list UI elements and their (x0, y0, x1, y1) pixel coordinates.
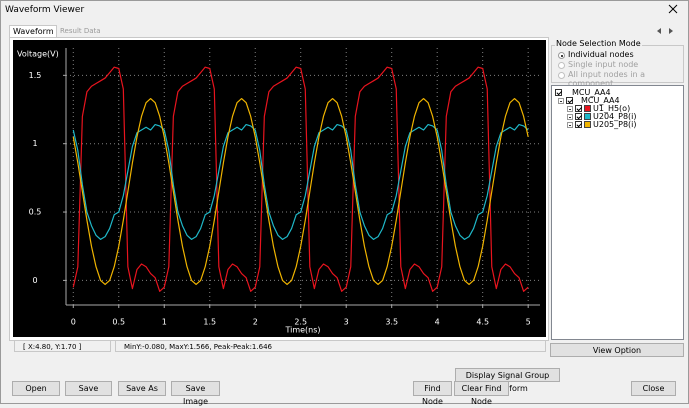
radio[interactable] (558, 52, 565, 59)
x-tick-label: 0 (71, 318, 76, 327)
legend-swatch (584, 121, 591, 128)
x-tick-label: 2.5 (294, 318, 307, 327)
expander[interactable] (567, 114, 573, 120)
x-tick-label: 1.5 (203, 318, 216, 327)
button[interactable]: Display Signal Group Waveform (455, 368, 560, 393)
button[interactable]: Clear Find Node (454, 381, 509, 406)
x-tick-label: 1 (162, 318, 167, 327)
x-axis-label: Time(ns) (284, 326, 320, 335)
checkbox[interactable] (566, 97, 573, 104)
checkbox[interactable] (575, 105, 582, 112)
button[interactable]: Open (12, 381, 60, 396)
radio-label[interactable]: Individual nodes (568, 50, 634, 59)
x-tick-label: 3 (344, 318, 349, 327)
x-tick-label: 4 (435, 318, 440, 327)
tree-root[interactable]: MCU_AA4 (572, 88, 611, 97)
series-line (72, 97, 529, 286)
radio-label[interactable]: All input nodes in a component (568, 70, 645, 88)
legend-swatch (584, 113, 591, 120)
x-tick-label: 0.5 (112, 318, 125, 327)
button[interactable]: Save (65, 381, 112, 396)
legend-swatch (584, 105, 591, 112)
tab-arrows[interactable] (656, 27, 676, 35)
x-tick-label: 4.5 (476, 318, 489, 327)
y-tick-label: 0.5 (29, 208, 42, 217)
y-tick-label: 0 (32, 276, 37, 285)
stats-status: MinY:-0.080, MaxY:1.566, Peak-Peak:1.646 (115, 340, 546, 352)
y-tick-label: 1 (32, 139, 37, 148)
legend-label[interactable]: U204_P8(i) (593, 112, 637, 121)
tree-node[interactable]: MCU_AA4 (581, 96, 620, 105)
window-title: Waveform Viewer (5, 5, 85, 15)
expander[interactable] (567, 106, 573, 112)
node-tree: MCU_AA4 MCU_AA4 U1_H5(o) U204_P8(i) U205_P… (551, 85, 684, 340)
radio[interactable] (558, 62, 565, 69)
legend-label[interactable]: U1_H5(o) (593, 104, 631, 113)
node-selection-group: Individual nodes Single input node All i… (551, 45, 684, 88)
checkbox[interactable] (575, 121, 582, 128)
checkbox[interactable] (575, 113, 582, 120)
y-tick-label: 1.5 (29, 71, 42, 80)
checkbox[interactable] (555, 89, 562, 96)
expander[interactable] (567, 122, 573, 128)
y-axis-label: Voltage(V) (17, 50, 59, 59)
radio-label[interactable]: Single input node (568, 60, 639, 69)
button[interactable]: Find Node (413, 381, 452, 406)
legend-label[interactable]: U205_P8(i) (593, 120, 637, 129)
plot-background (13, 40, 546, 337)
x-tick-label: 3.5 (385, 318, 398, 327)
series-line (72, 123, 529, 240)
radio[interactable] (558, 72, 565, 79)
button[interactable]: Save Image (171, 381, 220, 406)
group-title: Node Selection Mode (555, 39, 642, 48)
series-line (72, 66, 529, 292)
close-icon[interactable] (668, 4, 678, 14)
tab-result-data[interactable]: Result Data (60, 27, 101, 35)
tab-waveform[interactable]: Waveform (9, 25, 57, 37)
button[interactable]: Close (631, 381, 676, 396)
expander[interactable] (558, 98, 564, 104)
x-tick-label: 2 (253, 318, 258, 327)
button[interactable]: View Option (550, 343, 684, 357)
button[interactable]: Save As (118, 381, 166, 396)
cursor-status: [ X:4.80, Y:1.70 ] (14, 340, 111, 352)
x-tick-label: 5 (526, 318, 531, 327)
